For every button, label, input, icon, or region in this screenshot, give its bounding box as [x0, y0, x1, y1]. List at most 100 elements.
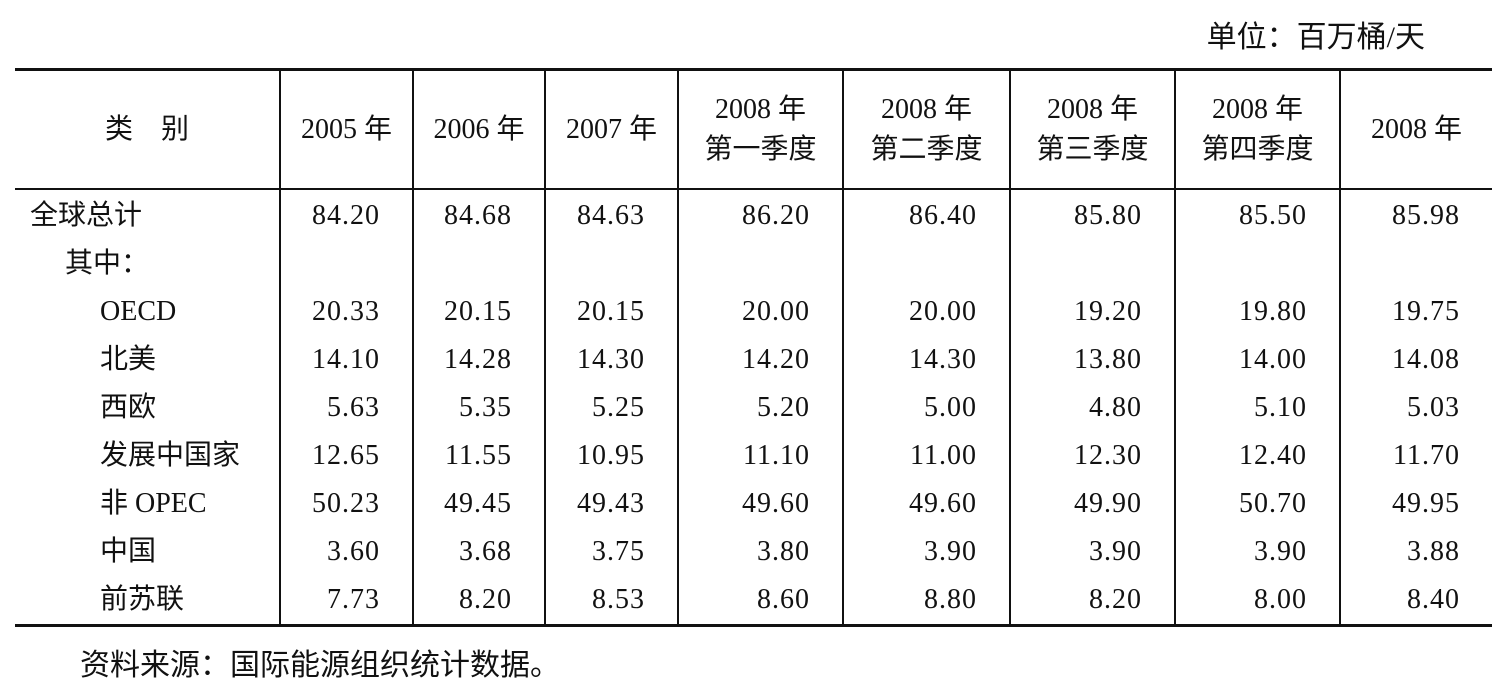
value-cell: 84.68	[412, 189, 545, 240]
header-cell: 2008 年 第四季度	[1174, 69, 1340, 190]
value-cell: 19.80	[1174, 288, 1340, 336]
unit-label: 单位：百万桶/天	[1206, 21, 1425, 54]
value-cell: 49.60	[842, 480, 1010, 528]
value-cell: 8.20	[412, 576, 545, 626]
table-row: 中国 3.60 3.68 3.75 3.80 3.90 3.90 3.90 3.88	[15, 528, 1492, 576]
row-label: 全球总计	[30, 200, 143, 231]
value-cell: 14.30	[842, 336, 1010, 384]
value-cell: 12.65	[279, 432, 413, 480]
value-cell: 8.00	[1174, 576, 1340, 626]
value-cell: 49.60	[677, 480, 843, 528]
row-label: OECD	[100, 296, 177, 327]
value-cell: 5.20	[677, 384, 843, 432]
header-row: 类 别 2005 年 2006 年 2007 年 2008 年 第一季度 2008 年 第…	[15, 69, 1492, 190]
value-cell: 50.70	[1174, 480, 1340, 528]
value-cell	[1339, 240, 1492, 288]
table-row: 非 OPEC 50.23 49.45 49.43 49.60 49.60 49.90 50.7…	[15, 480, 1492, 528]
value-cell: 5.00	[842, 384, 1010, 432]
table-row: 北美 14.10 14.28 14.30 14.20 14.30 13.80 14.00 14.…	[15, 336, 1492, 384]
data-table: 类 别 2005 年 2006 年 2007 年 2008 年 第一季度 2008 年 第…	[15, 68, 1492, 627]
value-cell: 49.90	[1009, 480, 1175, 528]
value-cell: 3.90	[842, 528, 1010, 576]
value-cell: 20.00	[677, 288, 843, 336]
value-cell: 14.30	[544, 336, 678, 384]
value-cell: 8.20	[1009, 576, 1175, 626]
value-cell: 3.60	[279, 528, 413, 576]
table-row: 西欧 5.63 5.35 5.25 5.20 5.00 4.80 5.10 5.03	[15, 384, 1492, 432]
value-cell: 84.20	[279, 189, 413, 240]
value-cell	[842, 240, 1010, 288]
value-cell: 3.88	[1339, 528, 1492, 576]
source-note: 资料来源：国际能源组织统计数据。	[80, 649, 560, 682]
value-cell: 85.98	[1339, 189, 1492, 240]
value-cell: 14.28	[412, 336, 545, 384]
value-cell: 14.10	[279, 336, 413, 384]
row-label: 其中：	[65, 248, 150, 279]
value-cell: 8.60	[677, 576, 843, 626]
header-cell: 2008 年 第三季度	[1009, 69, 1175, 190]
header-cell: 2008 年 第二季度	[842, 69, 1010, 190]
value-cell: 11.00	[842, 432, 1010, 480]
value-cell: 19.20	[1009, 288, 1175, 336]
value-cell: 50.23	[279, 480, 413, 528]
row-label: 前苏联	[100, 584, 185, 615]
header-cell: 2005 年	[279, 69, 413, 190]
value-cell	[544, 240, 678, 288]
value-cell: 20.00	[842, 288, 1010, 336]
value-cell	[279, 240, 413, 288]
value-cell: 8.53	[544, 576, 678, 626]
value-cell: 3.80	[677, 528, 843, 576]
row-label: 非 OPEC	[100, 488, 207, 519]
value-cell	[677, 240, 843, 288]
value-cell: 3.90	[1174, 528, 1340, 576]
table-row: 其中：	[15, 240, 1492, 288]
value-cell: 5.03	[1339, 384, 1492, 432]
value-cell	[1009, 240, 1175, 288]
table-row: OECD 20.33 20.15 20.15 20.00 20.00 19.20 19.80 1…	[15, 288, 1492, 336]
value-cell: 84.63	[544, 189, 678, 240]
value-cell: 86.20	[677, 189, 843, 240]
value-cell: 5.10	[1174, 384, 1340, 432]
value-cell: 20.15	[544, 288, 678, 336]
value-cell	[412, 240, 545, 288]
value-cell: 11.55	[412, 432, 545, 480]
row-label: 北美	[100, 344, 157, 375]
table-row: 发展中国家 12.65 11.55 10.95 11.10 11.00 12.30 12.40…	[15, 432, 1492, 480]
value-cell: 4.80	[1009, 384, 1175, 432]
row-label: 中国	[100, 536, 157, 567]
value-cell: 5.25	[544, 384, 678, 432]
value-cell: 5.35	[412, 384, 545, 432]
value-cell: 14.00	[1174, 336, 1340, 384]
value-cell: 20.33	[279, 288, 413, 336]
header-cell: 2008 年	[1339, 69, 1492, 190]
value-cell: 49.43	[544, 480, 678, 528]
value-cell: 49.45	[412, 480, 545, 528]
value-cell: 86.40	[842, 189, 1010, 240]
value-cell: 10.95	[544, 432, 678, 480]
value-cell: 49.95	[1339, 480, 1492, 528]
value-cell: 8.80	[842, 576, 1010, 626]
row-label: 西欧	[100, 392, 157, 423]
value-cell: 3.75	[544, 528, 678, 576]
value-cell: 14.20	[677, 336, 843, 384]
value-cell	[1174, 240, 1340, 288]
value-cell: 3.68	[412, 528, 545, 576]
value-cell: 11.70	[1339, 432, 1492, 480]
value-cell: 19.75	[1339, 288, 1492, 336]
value-cell: 12.30	[1009, 432, 1175, 480]
value-cell: 12.40	[1174, 432, 1340, 480]
value-cell: 13.80	[1009, 336, 1175, 384]
header-cell: 2008 年 第一季度	[677, 69, 843, 190]
value-cell: 7.73	[279, 576, 413, 626]
value-cell: 5.63	[279, 384, 413, 432]
value-cell: 20.15	[412, 288, 545, 336]
value-cell: 85.80	[1009, 189, 1175, 240]
header-cell: 类 别	[15, 69, 280, 190]
value-cell: 85.50	[1174, 189, 1340, 240]
row-label: 发展中国家	[100, 440, 241, 471]
value-cell: 14.08	[1339, 336, 1492, 384]
header-cell: 2007 年	[544, 69, 678, 190]
table-row: 前苏联 7.73 8.20 8.53 8.60 8.80 8.20 8.00 8.40	[15, 576, 1492, 626]
table-body: 全球总计 84.20 84.68 84.63 86.20 86.40 85.80 85.50 8…	[15, 189, 1492, 626]
